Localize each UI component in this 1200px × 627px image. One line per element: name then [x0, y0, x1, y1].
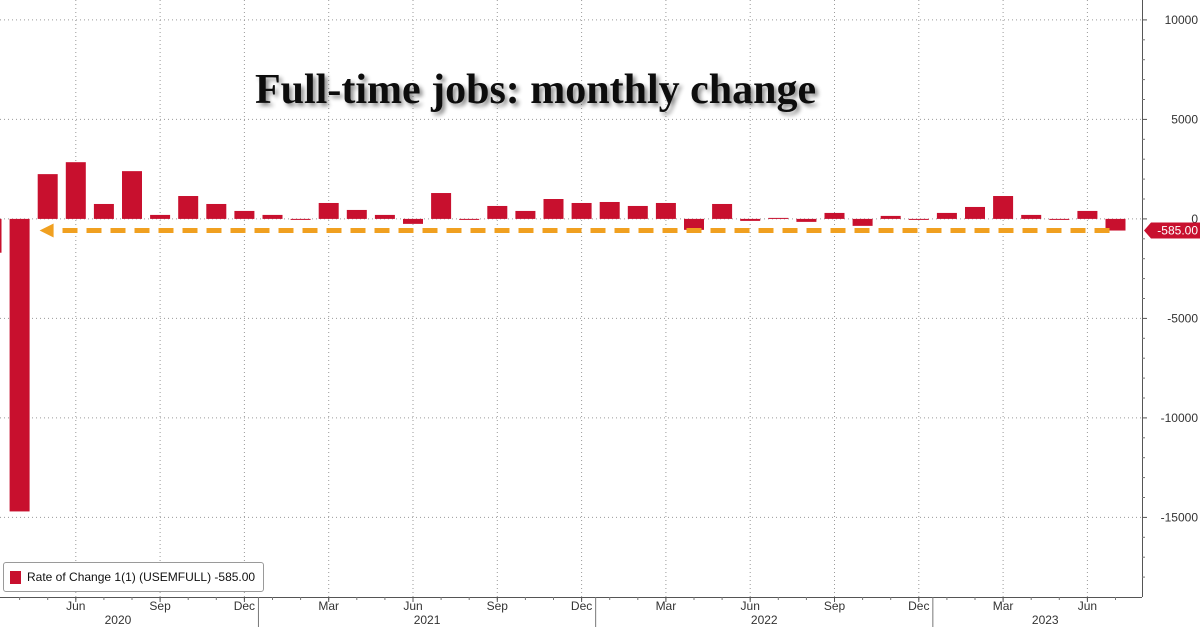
bar: [9, 218, 30, 512]
bar: [0, 218, 2, 253]
bar: [234, 210, 255, 219]
bar: [965, 206, 985, 219]
bar: [684, 218, 704, 230]
bar: [796, 218, 817, 222]
year-label: 2023: [1032, 613, 1059, 627]
bar: [824, 212, 845, 219]
bar: [768, 217, 789, 219]
bar: [936, 212, 957, 219]
x-tick-label: Mar: [318, 599, 339, 613]
bar: [627, 205, 648, 219]
legend: Rate of Change 1(1) (USEMFULL) -585.00: [3, 562, 265, 592]
x-tick-label: Sep: [487, 599, 509, 613]
bar: [178, 196, 199, 219]
bar: [1077, 210, 1098, 219]
bar: [515, 210, 536, 219]
y-tick-label: 10000: [1165, 13, 1199, 27]
x-tick-label: Sep: [824, 599, 846, 613]
bar: [318, 202, 339, 219]
reference-arrow: [39, 223, 1110, 238]
bar: [1049, 218, 1070, 220]
bar: [993, 196, 1014, 219]
bar: [346, 209, 367, 219]
bar: [262, 214, 283, 219]
bar: [1105, 218, 1126, 231]
year-label: 2022: [751, 613, 778, 627]
arrow-head: [39, 223, 54, 238]
bar: [880, 215, 901, 219]
bar: [740, 218, 761, 221]
chart-title: Full-time jobs: monthly change: [255, 67, 816, 113]
x-tick-label: Dec: [908, 599, 929, 613]
bar: [150, 214, 171, 219]
bar: [487, 205, 508, 219]
x-tick-label: Dec: [234, 599, 255, 613]
last-value-tag: -585.00: [1144, 222, 1200, 239]
bar: [290, 218, 311, 220]
bar: [599, 201, 620, 219]
last-value-tag-bg: [1144, 222, 1200, 239]
x-tick-label: Mar: [656, 599, 677, 613]
bar: [122, 171, 142, 219]
bar: [65, 162, 86, 219]
x-tick-label: Mar: [993, 599, 1014, 613]
x-tick-label: Jun: [741, 599, 760, 613]
bar: [374, 214, 395, 219]
bar: [908, 218, 929, 220]
legend-label: Rate of Change 1(1) (USEMFULL) -585.00: [27, 570, 256, 584]
x-tick-label: Jun: [403, 599, 422, 613]
bar: [571, 202, 592, 219]
x-tick-label: Jun: [66, 599, 85, 613]
bar: [431, 193, 452, 219]
bar: [852, 218, 873, 226]
bars: [0, 162, 1126, 512]
legend-swatch: [10, 570, 21, 584]
x-tick-label: Jun: [1078, 599, 1097, 613]
bar: [93, 203, 114, 219]
year-label: 2021: [414, 613, 441, 627]
x-tick-label: Sep: [149, 599, 171, 613]
y-tick-label: 5000: [1171, 112, 1198, 126]
bar: [459, 218, 480, 220]
bar: [543, 199, 564, 219]
bar: [37, 174, 58, 219]
year-label: 2020: [105, 613, 132, 627]
last-value-label: -585.00: [1157, 224, 1198, 238]
bar: [206, 203, 227, 219]
bar: [403, 218, 423, 224]
y-tick-label: 0: [1191, 212, 1198, 226]
y-tick-label: -15000: [1161, 510, 1199, 524]
bar: [655, 202, 676, 219]
bar: [712, 203, 733, 219]
x-tick-label: Dec: [571, 599, 592, 613]
y-tick-label: -5000: [1167, 311, 1198, 325]
bar: [1021, 214, 1042, 219]
y-tick-label: -10000: [1161, 411, 1199, 425]
